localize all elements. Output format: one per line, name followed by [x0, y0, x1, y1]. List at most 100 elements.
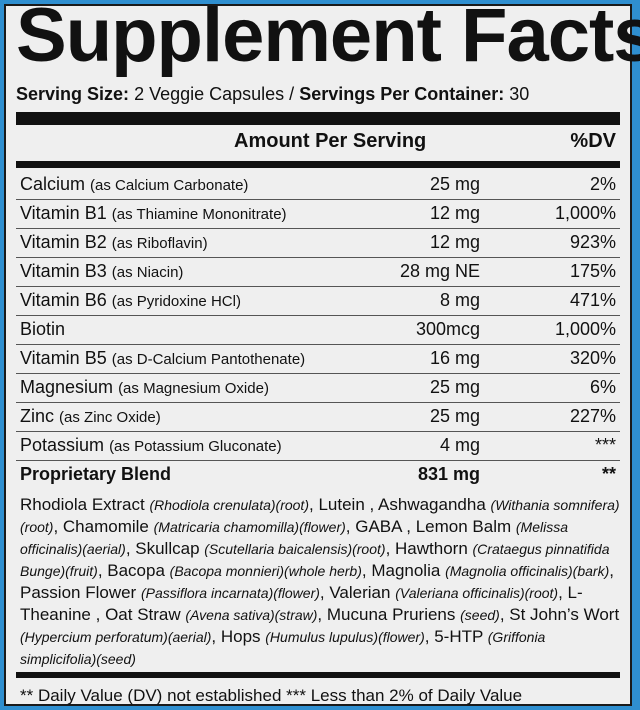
ingredient: Oat Straw (Avena sativa)(straw) [105, 605, 317, 624]
nutrient-dv: 227% [569, 406, 616, 426]
nutrient-source: (as Calcium Carbonate) [90, 177, 249, 194]
nutrient-label: Vitamin B6 [20, 290, 107, 310]
ingredient: Rhodiola Extract (Rhodiola crenulata)(ro… [20, 495, 309, 514]
nutrient-row: Zinc (as Zinc Oxide) 25 mg 227% [16, 402, 620, 432]
nutrient-row: Vitamin B2 (as Riboflavin) 12 mg 923% [16, 228, 620, 258]
ingredient-name: St John’s Wort [509, 605, 620, 624]
proprietary-blend-row: Proprietary Blend 831 mg ** [16, 460, 620, 489]
nutrient-amount: 4 mg [439, 435, 480, 455]
ingredient-name: Lemon Balm [415, 517, 512, 536]
nutrient-dv: 1,000% [554, 203, 616, 223]
nutrient-row: Vitamin B1 (as Thiamine Mononitrate) 12 m… [16, 199, 620, 229]
blend-name: Proprietary Blend [20, 464, 172, 484]
footer-divider [16, 672, 620, 678]
nutrient-row: Calcium (as Calcium Carbonate) 25 mg 2% [16, 170, 620, 200]
serving-info: Serving Size: 2 Veggie Capsules / Servin… [16, 84, 529, 105]
nutrient-amount: 25 mg [429, 406, 480, 426]
ingredient: Chamomile (Matricaria chamomilla)(flower… [63, 517, 346, 536]
serving-size-label: Serving Size: [16, 84, 130, 104]
ingredient-name: Rhodiola Extract [20, 495, 145, 514]
header-divider [16, 161, 620, 168]
nutrient-amount: 12 mg [429, 232, 480, 252]
nutrient-amount: 25 mg [429, 174, 480, 194]
ingredient-source: (Matricaria chamomilla)(flower) [153, 519, 346, 535]
ingredient: Bacopa (Bacopa monnieri)(whole herb) [107, 561, 362, 580]
footnote: ** Daily Value (DV) not established *** … [20, 686, 523, 705]
blend-amount: 831 mg [417, 464, 480, 484]
blend-dv: ** [601, 464, 616, 484]
label-title: Supplement Facts [16, 0, 640, 78]
nutrient-row: Vitamin B3 (as Niacin) 28 mg NE 175% [16, 257, 620, 287]
ingredient-source: (Magnolia officinalis)(bark) [445, 563, 610, 579]
nutrient-row: Potassium (as Potassium Gluconate) 4 mg **… [16, 431, 620, 461]
nutrient-source: (as Pyridoxine HCl) [111, 293, 241, 310]
nutrient-name: Vitamin B1 (as Thiamine Mononitrate) [20, 203, 287, 224]
ingredient: 5-HTP (Griffonia simplicifolia)(seed) [20, 627, 545, 668]
nutrient-name: Vitamin B5 (as D-Calcium Pantothenate) [20, 348, 305, 369]
thick-divider [16, 112, 620, 125]
nutrient-dv: 6% [589, 377, 616, 397]
nutrient-amount: 12 mg [429, 203, 480, 223]
ingredient-name: GABA [355, 517, 402, 536]
ingredient-source: (Crataegus pinnatifida Bunge)(fruit) [20, 541, 610, 579]
nutrient-label: Zinc [20, 406, 55, 426]
ingredient-name: Bacopa [107, 561, 165, 580]
nutrient-name: Vitamin B6 (as Pyridoxine HCl) [20, 290, 241, 311]
ingredient-name: Skullcap [135, 539, 200, 558]
ingredient-name: Mucuna Pruriens [326, 605, 456, 624]
nutrient-source: (as Thiamine Mononitrate) [111, 206, 287, 223]
ingredient-source: (Avena sativa)(straw) [185, 607, 318, 623]
ingredient-name: Valerian [329, 583, 391, 602]
nutrient-source: (as Riboflavin) [111, 235, 208, 252]
nutrient-dv: 471% [569, 290, 616, 310]
ingredient: Passion Flower (Passiflora incarnata)(fl… [20, 583, 320, 602]
nutrient-label: Magnesium [20, 377, 114, 397]
nutrient-name: Vitamin B2 (as Riboflavin) [20, 232, 208, 253]
ingredient-source: (Humulus lupulus)(flower) [265, 629, 425, 645]
nutrient-source: (as Zinc Oxide) [59, 409, 161, 426]
ingredient: Mucuna Pruriens (seed) [327, 605, 500, 624]
ingredient: Hops (Humulus lupulus)(flower) [221, 627, 425, 646]
ingredient-source: (Scutellaria baicalensis)(root) [204, 541, 386, 557]
nutrient-dv: 923% [569, 232, 616, 252]
ingredient-source: (Griffonia simplicifolia)(seed) [20, 629, 546, 667]
nutrient-source: (as Magnesium Oxide) [118, 380, 269, 397]
ingredient-name: 5-HTP [434, 627, 484, 646]
ingredient: Valerian (Valeriana officinalis)(root) [329, 583, 558, 602]
ingredient-name: Ashwagandha [378, 495, 486, 514]
nutrient-amount: 16 mg [429, 348, 480, 368]
nutrient-label: Vitamin B2 [20, 232, 107, 252]
dv-header: %DV [570, 130, 616, 152]
nutrient-name: Magnesium (as Magnesium Oxide) [20, 377, 269, 398]
nutrient-name: Zinc (as Zinc Oxide) [20, 406, 161, 427]
nutrient-label: Biotin [20, 319, 66, 339]
nutrient-name: Biotin [20, 319, 65, 340]
nutrient-dv: 320% [569, 348, 616, 368]
nutrient-label: Potassium [20, 435, 105, 455]
nutrient-label: Vitamin B3 [20, 261, 107, 281]
nutrient-name: Calcium (as Calcium Carbonate) [20, 174, 248, 195]
ingredient-name: Oat Straw [105, 605, 181, 624]
nutrient-dv: 2% [589, 174, 616, 194]
ingredient: Lemon Balm (Melissa officinalis)(aerial) [20, 517, 568, 558]
nutrient-label: Vitamin B1 [20, 203, 107, 223]
nutrient-name: Potassium (as Potassium Gluconate) [20, 435, 282, 456]
blend-ingredients: Rhodiola Extract (Rhodiola crenulata)(ro… [20, 495, 620, 668]
nutrient-source: (as Niacin) [111, 264, 184, 281]
nutrient-amount: 8 mg [439, 290, 480, 310]
ingredient: Skullcap (Scutellaria baicalensis)(root) [135, 539, 385, 558]
ingredient: GABA [355, 517, 406, 536]
nutrient-row: Vitamin B6 (as Pyridoxine HCl) 8 mg 471% [16, 286, 620, 316]
supplement-facts-label: Supplement Facts Serving Size: 2 Veggie … [4, 0, 640, 706]
ingredient-source: (Valeriana officinalis)(root) [395, 585, 559, 601]
ingredient-source: (Melissa officinalis)(aerial) [20, 519, 569, 557]
nutrient-row: Vitamin B5 (as D-Calcium Pantothenate) 16… [16, 344, 620, 374]
ingredient: Magnolia (Magnolia officinalis)(bark) [371, 561, 609, 580]
nutrient-source: (as Potassium Gluconate) [109, 438, 282, 455]
nutrient-dv: 1,000% [554, 319, 616, 339]
nutrient-dv: *** [594, 435, 616, 455]
amount-header: Amount Per Serving [234, 130, 427, 152]
ingredient: Lutein [318, 495, 369, 514]
ingredient-source: (Passiflora incarnata)(flower) [140, 585, 320, 601]
ingredient-name: Hops [220, 627, 261, 646]
